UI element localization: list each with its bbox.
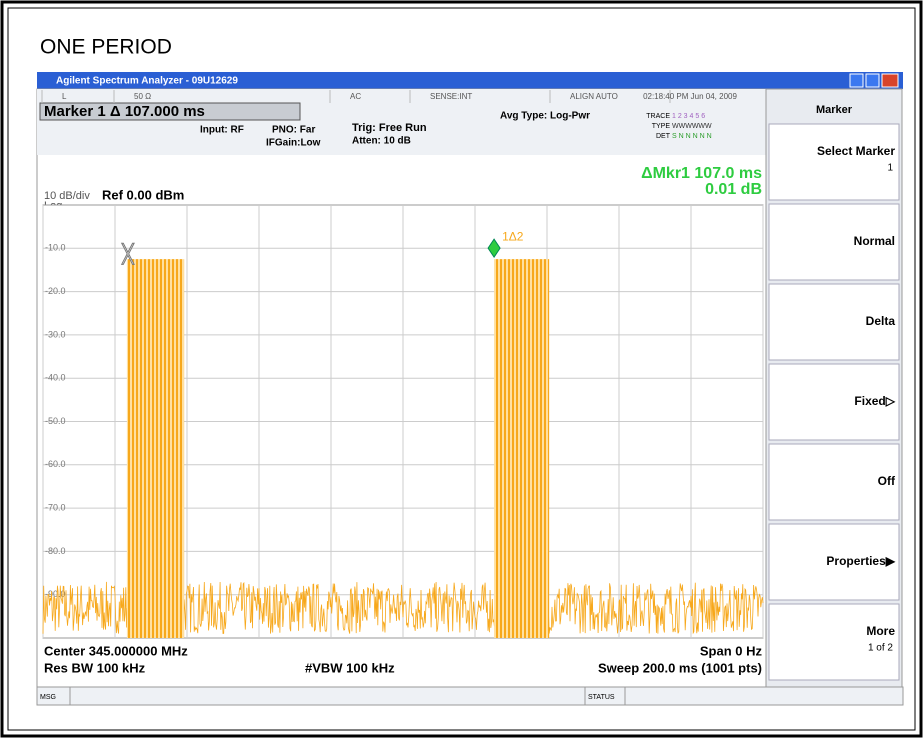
y-tick-label: -20.0	[45, 286, 66, 296]
footer-rbw: Res BW 100 kHz	[44, 660, 146, 675]
softkey[interactable]	[768, 363, 900, 441]
status-label: STATUS	[588, 694, 615, 701]
softkey[interactable]	[768, 203, 900, 281]
trace-value: S N N N N N	[672, 133, 712, 140]
y-tick-label: -30.0	[45, 329, 66, 339]
status-item: 02:18:40 PM Jun 04, 2009	[643, 92, 737, 101]
marker-box	[39, 102, 301, 121]
status-row: L 50 Ω AC SENSE:INT ALIGN AUTO 02:18:40 PM Ju…	[41, 90, 737, 103]
softkey-title: Marker	[816, 104, 853, 116]
marker-label: 1Δ2	[502, 229, 524, 243]
footer-vbw: #VBW 100 kHz	[305, 660, 395, 675]
marker-reference: ╳	[122, 243, 135, 265]
trace-label: TRACE	[646, 113, 670, 120]
ref-level: Ref 0.00 dBm	[102, 187, 184, 202]
softkey[interactable]	[768, 603, 900, 681]
softkey-label: Delta	[866, 314, 896, 328]
softkeys: Select Marker 1 Normal Delta Fixed▷ Off Proper…	[768, 123, 900, 681]
status-item: AC	[350, 92, 361, 101]
softkey-sub: 1 of 2	[868, 643, 893, 654]
softkey-label: More	[866, 624, 895, 638]
status-item: SENSE:INT	[430, 92, 472, 101]
window-title: Agilent Spectrum Analyzer - 09U12629	[56, 76, 238, 87]
trace-label: TYPE	[652, 123, 671, 130]
trace-label: DET	[656, 133, 671, 140]
status-bar	[36, 686, 904, 706]
y-tick-label: -40.0	[45, 373, 66, 383]
delta-readout: ΔMkr1 107.0 ms	[641, 165, 762, 182]
setting: Input: RF	[200, 125, 244, 136]
marker-diamond	[487, 238, 501, 259]
setting: Trig: Free Run	[352, 122, 427, 134]
footer-span: Span 0 Hz	[700, 643, 763, 658]
burst	[126, 259, 185, 638]
softkey-label: Normal	[854, 234, 895, 248]
delta-readout: 0.01 dB	[705, 181, 762, 198]
minimize-button[interactable]	[849, 73, 864, 88]
close-button[interactable]	[881, 73, 899, 88]
setting: Atten: 10 dB	[352, 136, 411, 147]
softkey-label: Fixed▷	[854, 394, 895, 408]
status-msg: MSG	[40, 694, 56, 701]
softkey-label: Off	[878, 474, 896, 488]
y-tick-label: -50.0	[45, 416, 66, 426]
y-tick-label: -60.0	[45, 459, 66, 469]
settings-panel	[37, 89, 766, 155]
title-bar	[37, 72, 903, 89]
footer-center: Center 345.000000 MHz	[44, 643, 188, 658]
y-tick-label: -80.0	[45, 546, 66, 556]
heading: ONE PERIOD	[40, 36, 172, 59]
softkey[interactable]	[768, 283, 900, 361]
trace-value: WWWWWW	[672, 123, 712, 130]
status-item: 50 Ω	[134, 92, 151, 101]
footer-sweep: Sweep 200.0 ms (1001 pts)	[598, 660, 762, 675]
softkey-label: Properties▶	[826, 554, 895, 568]
setting: IFGain:Low	[266, 138, 321, 149]
plot: -10.0 -20.0 -30.0 -40.0 -50.0 -60.0 -70.0 -80.0…	[42, 204, 764, 639]
softkey-sub: 1	[887, 163, 893, 174]
marker-readout: Marker 1 Δ 107.000 ms	[44, 103, 205, 120]
setting: PNO: Far	[272, 125, 315, 136]
softkey[interactable]	[768, 523, 900, 601]
inner-frame	[7, 7, 916, 731]
softkey[interactable]	[768, 123, 900, 201]
softkey[interactable]	[768, 443, 900, 521]
scale-per-div: 10 dB/div	[44, 190, 90, 202]
trace-value: 1 2 3 4 5 6	[672, 113, 705, 120]
softkey-label: Select Marker	[817, 144, 895, 158]
setting: Avg Type: Log-Pwr	[500, 111, 590, 122]
y-tick-label: -10.0	[45, 243, 66, 253]
maximize-button[interactable]	[865, 73, 880, 88]
burst	[494, 259, 550, 638]
status-item: L	[62, 92, 67, 101]
y-tick-label: -70.0	[45, 502, 66, 512]
status-item: ALIGN AUTO	[570, 92, 618, 101]
y-tick-label: -90.0	[45, 589, 66, 599]
